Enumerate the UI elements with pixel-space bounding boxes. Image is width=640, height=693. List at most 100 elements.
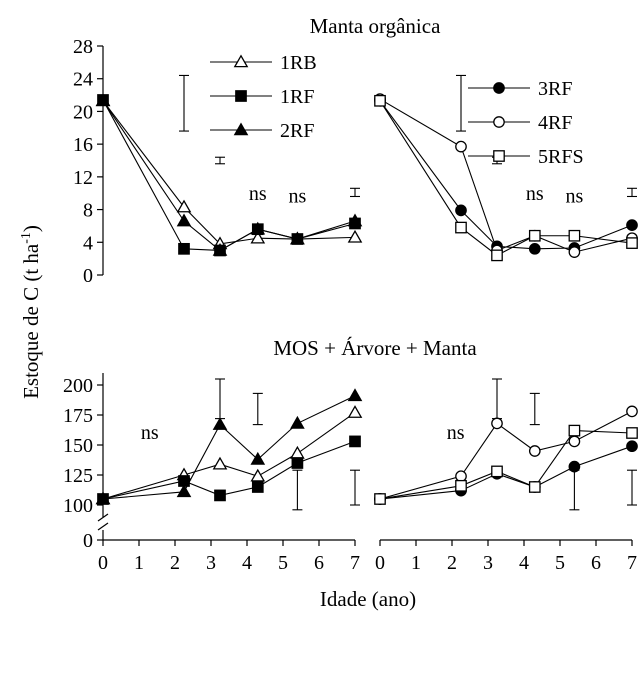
data-point (251, 481, 264, 493)
data-point (374, 493, 386, 505)
y-tick-label: 100 (63, 495, 93, 517)
data-point (626, 219, 638, 231)
data-point (176, 484, 192, 498)
data-point (455, 204, 467, 217)
data-point (491, 249, 503, 262)
y-tick-label: 175 (63, 405, 93, 427)
x-tick-label: 1 (134, 552, 144, 574)
y-axis-title-close: ) (19, 225, 43, 232)
data-point (250, 221, 266, 235)
legend-entry: 4RF (468, 112, 572, 134)
panel-top-left: 0 4 8 12 16 20 24 28 Manta orgânica ns ns (73, 14, 441, 287)
data-point (568, 229, 581, 242)
x-tick-label: 0 (98, 552, 108, 574)
y-axis-title-main: Estoque de C (t ha (19, 243, 43, 399)
x-tick-label: 4 (519, 552, 529, 574)
y-axis-title-sup: -1 (19, 232, 34, 244)
error-bar (492, 378, 502, 420)
series-1RF (97, 435, 361, 505)
series-line (102, 412, 356, 500)
series-line (379, 98, 633, 253)
x-tick-label: 5 (555, 552, 565, 574)
series-line (379, 430, 633, 500)
data-point (178, 242, 190, 255)
y-tick-label: 200 (63, 375, 93, 397)
panel-bottom-right: 0 1 2 3 4 5 6 7 ns (374, 378, 638, 574)
legend-entry: 1RF (210, 86, 314, 108)
data-point (212, 242, 228, 256)
x-tick-label: 2 (447, 552, 457, 574)
series-line (379, 410, 633, 500)
data-point (626, 237, 638, 249)
data-point (347, 229, 363, 243)
legend-label: 5RFS (538, 146, 584, 168)
y-tick-label: 20 (73, 101, 93, 123)
legend-marker (493, 82, 505, 94)
y-axis-title: Estoque de C (t ha-1) (19, 225, 43, 399)
legend-entry: 3RF (468, 78, 572, 100)
x-tick-label: 6 (591, 552, 601, 574)
x-tick-label: 0 (375, 552, 385, 574)
error-bar (627, 469, 637, 506)
data-point (212, 456, 228, 470)
data-point (347, 405, 363, 418)
annotation-ns: ns (141, 422, 159, 444)
y-tick-label: 24 (73, 69, 93, 91)
x-axis-title: Idade (ano) (320, 587, 416, 611)
y-tick-label: 0 (83, 530, 93, 552)
x-tick-label: 3 (483, 552, 493, 574)
y-tick-label: 125 (63, 465, 93, 487)
legend-label: 1RB (280, 52, 317, 74)
legend-label: 3RF (538, 78, 572, 100)
x-tick-label: 2 (170, 552, 180, 574)
y-tick-label: 12 (73, 167, 93, 189)
data-point (568, 246, 581, 258)
data-point (250, 468, 266, 482)
x-tick-label: 7 (627, 552, 637, 574)
x-tick-label: 7 (350, 552, 360, 574)
legend-right: 3RF 4RF 5RFS (468, 78, 584, 168)
data-point (374, 94, 386, 107)
data-point (176, 199, 192, 213)
data-point (528, 242, 541, 255)
y-tick-label: 8 (83, 200, 93, 222)
legend-marker (493, 116, 505, 128)
legend-label: 2RF (280, 120, 314, 142)
y-tick-label: 28 (73, 36, 93, 58)
x-tick-label: 6 (314, 552, 324, 574)
data-point (349, 435, 361, 448)
series-line (102, 395, 356, 500)
series-2RF (95, 93, 363, 256)
error-bar (529, 392, 540, 426)
annotation-ns: ns (526, 183, 544, 205)
x-tick-label: 3 (206, 552, 216, 574)
data-point (250, 451, 266, 465)
legend-left: 1RB 1RF 2RF (210, 52, 317, 142)
series-line (102, 100, 356, 252)
data-point (291, 457, 304, 469)
data-point (626, 405, 638, 418)
legend-entry: 5RFS (468, 146, 584, 168)
data-point (212, 417, 228, 430)
series-line (102, 440, 356, 500)
series-line (102, 99, 356, 252)
data-point (455, 479, 467, 492)
data-point (455, 221, 467, 234)
series-line (102, 100, 356, 245)
error-bar (627, 187, 637, 198)
data-point (347, 213, 363, 227)
annotation-ns: ns (566, 185, 584, 207)
annotation-ns: ns (249, 183, 267, 205)
panel-title: Manta orgânica (310, 14, 441, 38)
data-point (455, 140, 467, 153)
error-bar (252, 392, 263, 426)
data-point (290, 415, 305, 429)
series-line (379, 100, 633, 257)
data-point (568, 435, 581, 448)
x-tick-label: 4 (242, 552, 252, 574)
series-line (379, 445, 633, 500)
data-point (290, 231, 305, 245)
error-bar (215, 156, 225, 165)
data-point (626, 427, 638, 439)
